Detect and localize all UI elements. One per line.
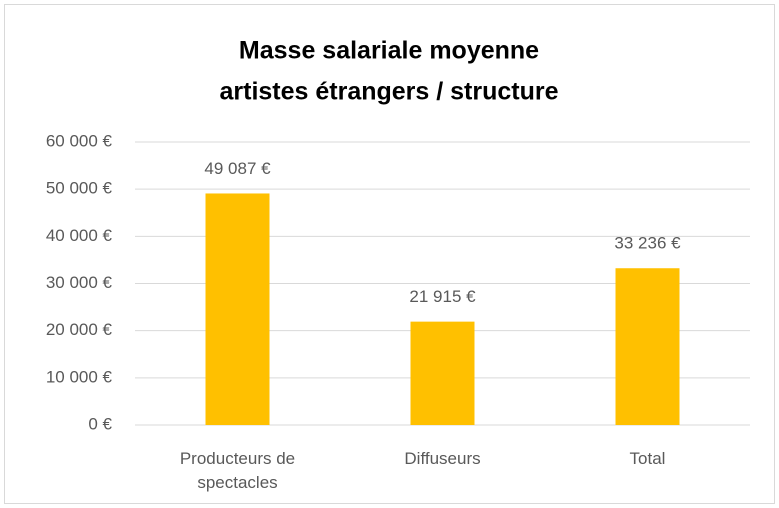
bar — [615, 268, 680, 425]
y-tick-label: 0 € — [88, 414, 112, 433]
x-tick-label: Producteurs de spectacles — [179, 449, 296, 492]
bar — [410, 321, 475, 425]
y-tick-label: 30 000 € — [46, 273, 113, 292]
y-tick-label: 40 000 € — [46, 226, 113, 245]
y-tick-label: 60 000 € — [46, 131, 113, 150]
x-tick-label: Diffuseurs — [404, 449, 481, 468]
y-tick-label: 50 000 € — [46, 179, 113, 198]
y-tick-label: 10 000 € — [46, 367, 113, 386]
value-label: 21 915 € — [409, 287, 476, 306]
bar — [205, 193, 270, 425]
y-tick-label: 20 000 € — [46, 320, 113, 339]
chart-title: artistes étrangers / structure — [219, 78, 558, 106]
x-tick-label: Total — [629, 449, 666, 468]
value-label: 33 236 € — [614, 234, 681, 253]
chart-title: Masse salariale moyenne — [239, 37, 539, 65]
value-label: 49 087 € — [204, 159, 271, 178]
